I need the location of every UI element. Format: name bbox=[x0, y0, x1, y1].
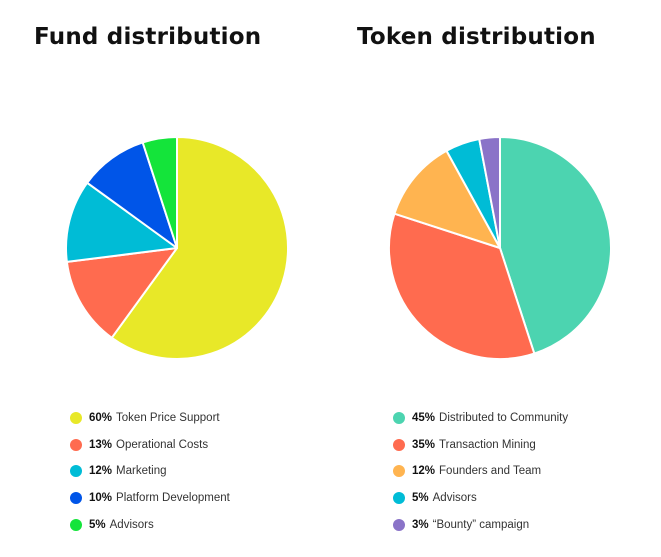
legend-percent: 10% bbox=[89, 492, 113, 505]
legend-swatch bbox=[393, 518, 405, 531]
legend-item: 5% Advisors bbox=[393, 485, 568, 512]
legend-swatch bbox=[70, 492, 82, 505]
chart-title: Fund distribution bbox=[34, 24, 262, 50]
pie-slice-operational-costs bbox=[65, 247, 178, 339]
legend-item: 45% Distributed to Community bbox=[393, 405, 568, 432]
pie-slice-distributed-to-community bbox=[499, 136, 613, 355]
legend-item: 3% “Bounty” campaign bbox=[393, 511, 568, 538]
legend-label: Operational Costs bbox=[116, 438, 209, 451]
legend-label: Founders and Team bbox=[439, 465, 542, 478]
legend-percent: 35% bbox=[412, 438, 436, 451]
legend-item: 5% Advisors bbox=[70, 511, 230, 538]
legend-swatch bbox=[70, 412, 82, 425]
legend-label: Advisors bbox=[432, 492, 477, 505]
pie-slice-bounty-campaign bbox=[478, 136, 501, 249]
pie-slice-founders-and-team bbox=[393, 149, 501, 249]
pie-slice-marketing bbox=[65, 181, 178, 263]
token-pie-chart bbox=[387, 136, 613, 361]
legend-label: Transaction Mining bbox=[439, 438, 536, 451]
chart-title: Token distribution bbox=[357, 24, 596, 50]
fund-legend: 60% Token Price Support 13% Operational … bbox=[70, 405, 230, 538]
legend-percent: 60% bbox=[89, 412, 113, 425]
legend-item: 60% Token Price Support bbox=[70, 405, 230, 432]
legend-percent: 5% bbox=[412, 492, 429, 505]
legend-item: 12% Founders and Team bbox=[393, 458, 568, 485]
legend-percent: 45% bbox=[412, 412, 436, 425]
legend-item: 10% Platform Development bbox=[70, 485, 230, 512]
legend-label: Marketing bbox=[116, 465, 167, 478]
legend-percent: 13% bbox=[89, 438, 113, 451]
legend-label: “Bounty” campaign bbox=[432, 518, 530, 531]
legend-item: 35% Transaction Mining bbox=[393, 432, 568, 459]
pie-slice-token-price-support bbox=[110, 136, 290, 360]
legend-item: 12% Marketing bbox=[70, 458, 230, 485]
legend-percent: 12% bbox=[412, 465, 436, 478]
legend-label: Token Price Support bbox=[116, 412, 220, 425]
token-distribution-panel: Token distribution 45% Distributed to Co… bbox=[323, 0, 653, 557]
fund-distribution-panel: Fund distribution 60% Token Price Suppor… bbox=[0, 0, 330, 557]
legend-item: 13% Operational Costs bbox=[70, 432, 230, 459]
legend-swatch bbox=[393, 492, 405, 505]
legend-swatch bbox=[70, 438, 82, 451]
fund-pie-chart bbox=[65, 136, 290, 360]
legend-swatch bbox=[70, 465, 82, 478]
legend-label: Distributed to Community bbox=[439, 412, 569, 425]
legend-swatch bbox=[393, 438, 405, 451]
legend-percent: 5% bbox=[89, 518, 106, 531]
pie-slice-advisors bbox=[141, 136, 178, 249]
legend-label: Platform Development bbox=[116, 492, 230, 505]
token-legend: 45% Distributed to Community 35% Transac… bbox=[393, 405, 568, 538]
pie-slice-transaction-mining bbox=[387, 212, 536, 361]
legend-percent: 12% bbox=[89, 465, 113, 478]
legend-label: Advisors bbox=[109, 518, 154, 531]
legend-swatch bbox=[70, 518, 82, 531]
legend-percent: 3% bbox=[412, 518, 429, 531]
legend-swatch bbox=[393, 412, 405, 425]
legend-swatch bbox=[393, 465, 405, 478]
